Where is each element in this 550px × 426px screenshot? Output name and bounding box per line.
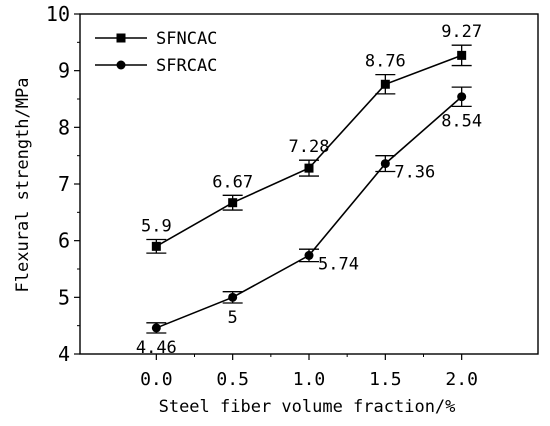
series-sfrcac: 4.46 5 5.74 7.36 8.54: [136, 86, 482, 358]
x-tick-label: 2.0: [445, 369, 478, 390]
data-point: [228, 292, 238, 302]
data-label: 7.28: [289, 137, 330, 157]
axis-ticks: 0.0 0.5 1.0 1.5 2.0 4 5 6 7 8 9 10: [46, 2, 478, 390]
data-point: [380, 79, 390, 89]
y-tick-label: 7: [58, 172, 70, 196]
series-sfncac: 5.9 6.67 7.28 8.76 9.27: [141, 22, 482, 254]
legend-marker: [116, 33, 126, 43]
data-label: 5.74: [318, 254, 359, 274]
y-axis-label: Flexural strength/MPa: [13, 78, 33, 293]
y-tick-label: 6: [58, 229, 70, 253]
legend: SFNCAC SFRCAC: [95, 29, 217, 76]
data-label: 4.46: [136, 338, 177, 358]
data-point: [304, 250, 314, 260]
x-tick-label: 0.0: [140, 369, 173, 390]
data-point: [151, 241, 161, 251]
data-label: 6.67: [212, 172, 253, 192]
data-label: 5.9: [141, 217, 172, 237]
y-tick-label: 10: [46, 2, 70, 26]
y-tick-label: 4: [58, 342, 70, 366]
x-axis-label: Steel fiber volume fraction/%: [159, 397, 456, 417]
y-tick-label: 5: [58, 285, 70, 309]
series-layer: 5.9 6.67 7.28 8.76 9.27 4.46 5 5.74 7.36 8.54: [136, 22, 482, 358]
data-point: [457, 92, 467, 102]
y-tick-label: 9: [58, 59, 70, 83]
legend-label: SFNCAC: [156, 29, 217, 49]
legend-marker: [116, 60, 126, 70]
x-tick-label: 1.0: [293, 369, 326, 390]
legend-item-sfncac: SFNCAC: [95, 29, 217, 49]
data-label: 7.36: [394, 163, 435, 183]
y-tick-label: 8: [58, 115, 70, 139]
data-point: [228, 198, 238, 208]
data-point: [380, 159, 390, 169]
data-point: [304, 163, 314, 173]
data-label: 5: [228, 308, 238, 328]
x-tick-label: 0.5: [216, 369, 249, 390]
legend-label: SFRCAC: [156, 56, 217, 76]
data-label: 8.76: [365, 52, 406, 72]
data-point: [457, 50, 467, 60]
data-label: 9.27: [441, 22, 482, 42]
data-label: 8.54: [441, 111, 482, 131]
data-point: [151, 323, 161, 333]
x-tick-label: 1.5: [369, 369, 402, 390]
legend-item-sfrcac: SFRCAC: [95, 56, 217, 76]
series-line: [156, 96, 463, 329]
